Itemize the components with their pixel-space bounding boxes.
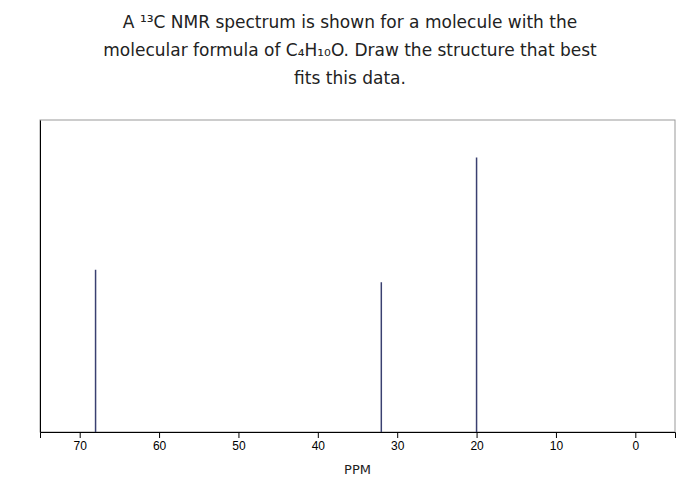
title-line: molecular formula of C₄H₁₀O. Draw the st… <box>103 40 597 60</box>
x-tick-mark <box>318 432 319 438</box>
y-axis <box>40 121 41 433</box>
x-tick-label: 20 <box>470 439 484 453</box>
x-tick: 70 <box>74 432 88 453</box>
x-tick-mark <box>397 432 398 438</box>
title-line: fits this data. <box>294 68 406 88</box>
peaks <box>96 157 477 432</box>
x-tick-mark <box>159 432 160 438</box>
x-tick: 10 <box>550 432 564 453</box>
x-tick: 0 <box>632 432 639 453</box>
x-tick-mark <box>80 432 81 438</box>
peak <box>476 157 478 432</box>
x-tick: 20 <box>470 432 484 453</box>
x-tick-mark <box>477 432 478 438</box>
x-tick-label: 40 <box>312 439 326 453</box>
x-tick-label: 30 <box>391 439 405 453</box>
peak <box>381 282 383 432</box>
x-tick-label: 50 <box>232 439 246 453</box>
chart: A ¹³C NMR spectrum is shown for a molecu… <box>0 0 700 487</box>
x-tick-mark <box>556 432 557 438</box>
x-axis: 70 60 50 40 30 20 10 0 <box>41 432 676 453</box>
x-tick-mark <box>238 432 239 438</box>
peak <box>95 270 97 432</box>
x-tick-label: 0 <box>632 439 639 453</box>
title: A ¹³C NMR spectrum is shown for a molecu… <box>103 12 597 88</box>
x-axis-line <box>41 433 676 439</box>
plot: 70 60 50 40 30 20 10 0 PPM <box>40 120 676 477</box>
x-tick-label: 60 <box>153 439 167 453</box>
plot-frame <box>40 120 675 432</box>
title-line: A ¹³C NMR spectrum is shown for a molecu… <box>123 12 577 32</box>
x-tick: 40 <box>312 432 326 453</box>
y-axis-line <box>40 121 41 433</box>
x-axis-title: PPM <box>344 462 371 477</box>
x-tick: 50 <box>232 432 246 453</box>
x-tick: 60 <box>153 432 167 453</box>
x-tick-mark <box>635 432 636 438</box>
x-tick-label: 70 <box>74 439 88 453</box>
x-tick: 30 <box>391 432 405 453</box>
x-tick-label: 10 <box>550 439 564 453</box>
